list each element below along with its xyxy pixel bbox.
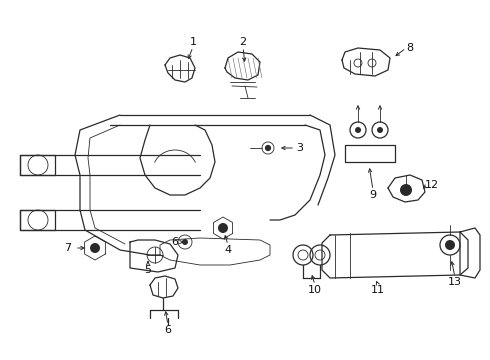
Text: 2: 2 [240,37,246,47]
Text: 11: 11 [371,285,385,295]
Circle shape [400,184,412,196]
Text: 10: 10 [308,285,322,295]
Text: 3: 3 [296,143,303,153]
Circle shape [218,223,228,233]
Text: 4: 4 [224,245,232,255]
Circle shape [90,243,100,253]
Text: 9: 9 [369,190,376,200]
Circle shape [355,127,361,133]
Text: 6: 6 [172,237,178,247]
Text: 5: 5 [145,265,151,275]
Text: 1: 1 [190,37,196,47]
Text: 13: 13 [448,277,462,287]
Circle shape [182,239,188,245]
Text: 12: 12 [425,180,439,190]
Circle shape [445,240,455,250]
Circle shape [377,127,383,133]
Text: 7: 7 [65,243,72,253]
Text: 6: 6 [165,325,172,335]
Text: 8: 8 [406,43,414,53]
Circle shape [266,145,270,150]
